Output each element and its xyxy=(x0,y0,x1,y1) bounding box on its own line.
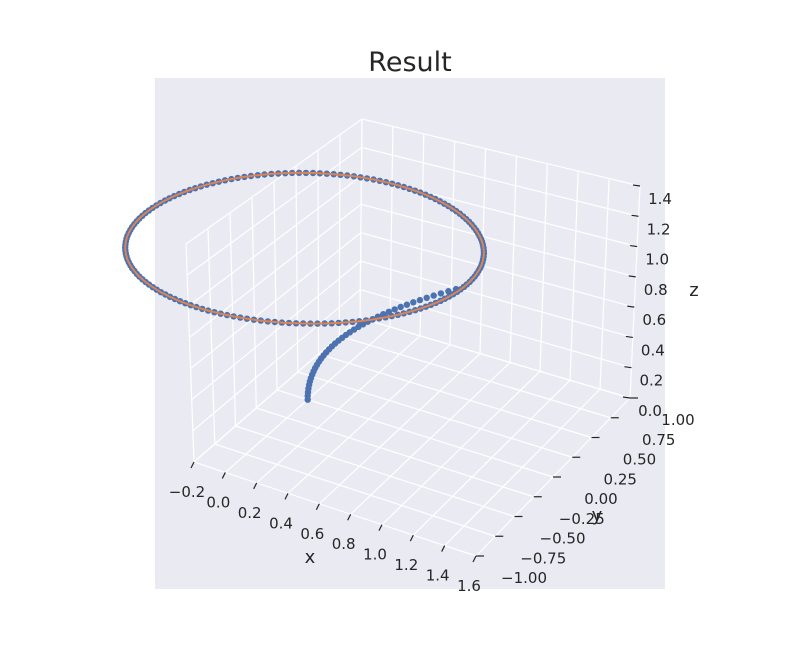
x-axis-tick xyxy=(221,472,226,479)
z-axis-tick xyxy=(632,184,641,187)
left-gridline-y xyxy=(295,165,299,373)
z-axis-tick-label: 1.0 xyxy=(645,251,669,269)
left-gridline-z xyxy=(190,232,362,370)
left-gridline-z xyxy=(191,260,361,401)
chart-title: Result xyxy=(368,47,451,78)
back-gridline-z xyxy=(360,260,634,339)
axis-ticks: −0.20.00.20.40.60.81.01.21.41.6 −1.00−0.7… xyxy=(169,184,695,595)
left-gridline-y xyxy=(359,118,363,319)
floor-gridline-y xyxy=(214,443,496,537)
x-axis-tick xyxy=(378,524,383,531)
z-axis-tick xyxy=(622,396,631,399)
trajectory-point xyxy=(416,296,424,304)
left-gridline-y xyxy=(273,181,278,391)
x-axis-tick xyxy=(441,545,446,552)
x-axis-tick-label: −0.2 xyxy=(169,483,205,501)
floor-gridline-y xyxy=(193,461,477,557)
y-axis-tick-label: −0.50 xyxy=(540,530,586,548)
trajectory-point xyxy=(391,306,398,313)
x-axis-tick-label: 0.4 xyxy=(269,514,293,532)
x-axis-tick xyxy=(284,493,289,500)
x-axis-tick-label: 1.4 xyxy=(426,567,450,585)
y-axis-tick-label: 0.50 xyxy=(623,451,656,469)
y-axis-tick-label: 0.00 xyxy=(584,490,617,508)
y-axis-tick-label: −0.25 xyxy=(559,510,605,528)
back-gridline-x xyxy=(569,171,579,381)
z-axis-tick-label: 1.2 xyxy=(647,220,671,238)
left-gridline-z xyxy=(185,118,363,245)
y-axis-tick-label: 0.75 xyxy=(642,431,675,449)
floor-gridline-y xyxy=(235,425,515,518)
x-axis-label: x xyxy=(305,547,316,568)
back-gridline-z xyxy=(361,146,639,217)
left-gridline-z xyxy=(187,175,362,307)
x-axis-tick xyxy=(190,461,195,469)
z-axis-tick-label: 0.0 xyxy=(638,402,662,420)
trajectory-point xyxy=(410,299,417,306)
data-layer xyxy=(122,169,488,403)
x-axis-tick-label: 0.2 xyxy=(238,504,262,522)
z-axis-tick xyxy=(628,275,636,278)
back-gridline-z xyxy=(360,203,636,278)
x-axis-tick xyxy=(315,503,320,511)
back-gridline-x xyxy=(449,141,456,345)
trajectory-point xyxy=(430,292,437,299)
z-axis-tick xyxy=(624,366,632,369)
back-gridline-x xyxy=(599,178,610,390)
left-gridline-y xyxy=(251,197,257,409)
x-axis-tick-label: 1.2 xyxy=(394,556,418,574)
left-gridline-y xyxy=(338,134,341,337)
z-axis-tick-label: 0.2 xyxy=(639,372,663,390)
y-axis-tick-label: 0.25 xyxy=(604,470,637,488)
z-axis-tick xyxy=(630,244,638,248)
z-axis-tick-label: 0.8 xyxy=(644,281,668,299)
left-gridline-y xyxy=(185,243,195,463)
back-gridline-z xyxy=(360,232,635,308)
trajectory-point xyxy=(423,294,430,301)
y-axis-label: y xyxy=(592,505,603,526)
back-gridline-z xyxy=(361,118,641,187)
x-axis-tick xyxy=(409,534,414,542)
back-gridline-x xyxy=(509,156,518,363)
floor-gridline-y xyxy=(256,407,534,498)
x-axis-tick-label: 1.0 xyxy=(363,546,387,564)
back-gridline-z xyxy=(359,317,631,399)
back-gridline-x xyxy=(389,126,394,327)
x-axis-tick xyxy=(347,513,352,521)
floor-gridline-y xyxy=(297,371,573,458)
left-gridline-y xyxy=(317,150,320,355)
x-axis-tick-label: 1.6 xyxy=(457,577,481,595)
z-axis-tick-label: 1.4 xyxy=(648,190,672,208)
floor-gridline-y xyxy=(276,389,554,478)
x-axis-tick-label: 0.0 xyxy=(206,493,230,511)
back-gridline-x xyxy=(539,163,548,372)
trajectory-point xyxy=(437,290,445,297)
z-axis-tick xyxy=(625,335,633,339)
x-axis-tick-label: 0.8 xyxy=(332,535,356,553)
z-axis-tick xyxy=(631,214,639,217)
z-axis-tick xyxy=(627,305,635,308)
z-axis-tick-label: 0.6 xyxy=(642,311,666,329)
trajectory-point xyxy=(397,303,404,311)
back-gridline-x xyxy=(629,185,641,399)
left-gridline-z xyxy=(192,289,361,432)
reference-circle-line xyxy=(124,171,485,325)
left-gridline-z xyxy=(186,146,363,276)
left-gridline-y xyxy=(207,228,216,445)
z-axis-label: z xyxy=(689,280,698,301)
floor-gridline-y xyxy=(318,353,592,439)
trajectory-point xyxy=(445,288,452,295)
x-axis-tick-label: 0.6 xyxy=(300,525,324,543)
y-axis-tick-label: 1.00 xyxy=(661,411,694,429)
x-axis-tick xyxy=(472,555,477,563)
y-axis-tick-label: −0.75 xyxy=(520,549,566,567)
y-axis-tick-label: −1.00 xyxy=(501,569,547,587)
trajectory-point xyxy=(403,301,411,308)
z-axis-tick-label: 0.4 xyxy=(641,341,665,359)
floor-gridline-y xyxy=(339,335,611,419)
x-axis-tick xyxy=(253,482,258,490)
